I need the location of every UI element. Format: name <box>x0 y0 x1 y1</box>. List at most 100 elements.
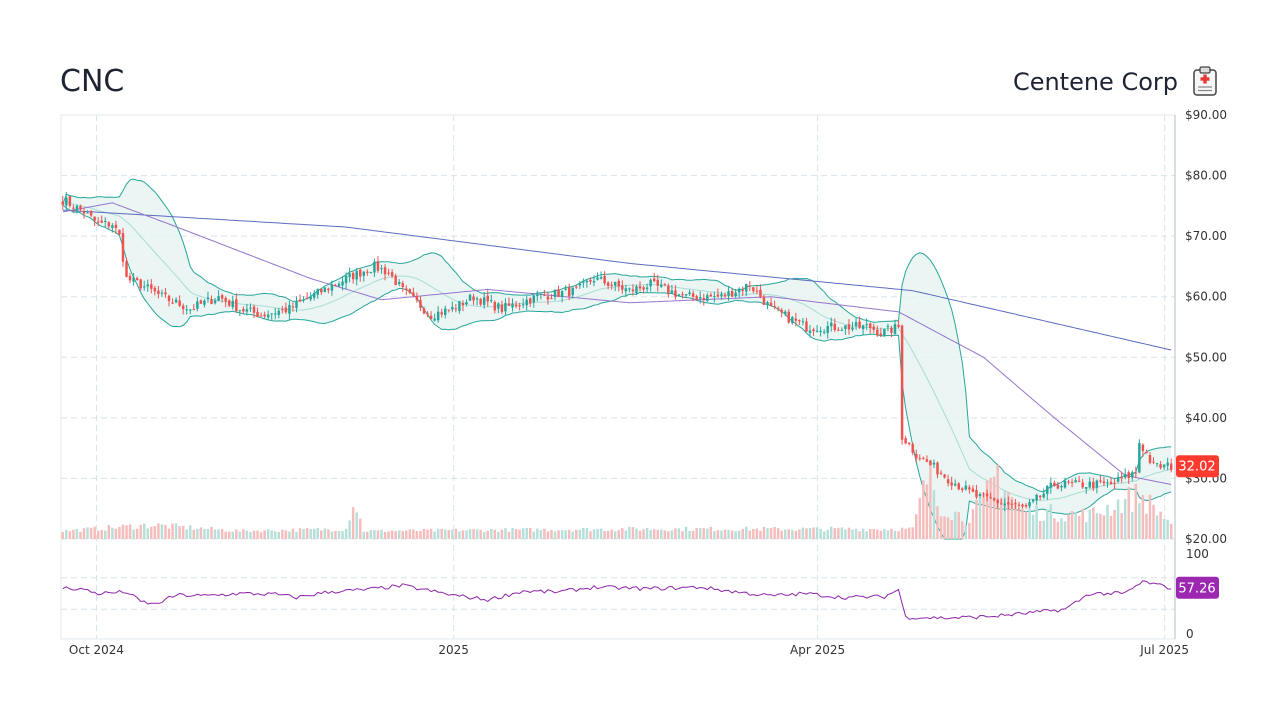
candle-body <box>543 294 546 296</box>
candle-body <box>553 289 557 297</box>
volume-bar <box>624 530 628 539</box>
volume-bar <box>327 529 330 539</box>
candle-body <box>330 284 334 291</box>
volume-bar <box>181 525 185 539</box>
volume-bar <box>220 529 224 539</box>
volume-bar <box>706 528 709 539</box>
volume-bar <box>727 529 730 539</box>
volume-bar <box>1102 515 1106 539</box>
candle-body <box>890 327 893 333</box>
volume-bar <box>482 532 486 539</box>
volume-bar <box>518 529 521 539</box>
candle-body <box>546 296 550 300</box>
candle-body <box>922 458 925 460</box>
candle-body <box>886 326 890 328</box>
volume-bar <box>274 531 277 539</box>
bollinger-fill <box>62 179 1172 539</box>
volume-bar <box>539 530 543 539</box>
candle-body <box>798 320 801 322</box>
volume-bar <box>741 528 744 539</box>
volume-bar <box>118 527 121 539</box>
volume-bar <box>1070 511 1074 539</box>
candle-body <box>929 460 932 466</box>
last-rsi-label: 57.26 <box>1178 581 1215 596</box>
candle-body <box>900 325 904 440</box>
volume-bar <box>472 529 475 539</box>
candle-body <box>943 474 946 478</box>
volume-bar <box>465 530 468 539</box>
candle-body <box>691 293 695 297</box>
candle-body <box>150 284 153 289</box>
volume-bar <box>111 527 114 539</box>
candle-body <box>1028 501 1031 507</box>
candle-body <box>1116 477 1120 482</box>
volume-bar <box>422 528 426 539</box>
volume-bar <box>454 528 458 539</box>
volume-bar <box>564 530 567 539</box>
candle-body <box>1074 480 1077 483</box>
candle-body <box>1077 480 1081 482</box>
volume-bar <box>578 529 582 539</box>
volume-bar <box>323 528 327 539</box>
candle-body <box>560 291 564 297</box>
volume-bar <box>486 530 489 539</box>
candle-body <box>383 267 387 275</box>
candle-body <box>65 197 68 206</box>
volume-bar <box>876 529 879 539</box>
volume-bar <box>702 528 706 539</box>
volume-bar <box>532 531 536 539</box>
candle-body <box>500 304 504 312</box>
candle-body <box>536 294 539 296</box>
candle-body <box>851 327 854 330</box>
volume-bar <box>309 528 312 539</box>
candle-body <box>1010 503 1014 505</box>
volume-bar <box>794 530 798 539</box>
volume-bar <box>606 530 610 539</box>
volume-bar <box>295 531 298 539</box>
volume-bar <box>688 530 691 539</box>
volume-bar <box>1109 515 1113 539</box>
date-tick-label: Oct 2024 <box>69 643 124 657</box>
candle-body <box>861 325 865 330</box>
candle-body <box>142 286 146 288</box>
candle-body <box>791 317 794 323</box>
volume-bar <box>164 525 167 539</box>
volume-bar <box>915 514 918 539</box>
candle-body <box>235 299 238 312</box>
candle-body <box>468 294 472 301</box>
volume-bar <box>1056 521 1060 539</box>
candle-body <box>415 296 419 301</box>
volume-bar <box>674 528 677 539</box>
volume-bar <box>780 530 783 539</box>
candle-body <box>826 325 829 333</box>
candle-body <box>288 304 291 314</box>
volume-bar <box>291 528 295 539</box>
volume-bar <box>971 509 975 539</box>
candle-body <box>242 308 245 312</box>
candle-body <box>497 303 500 309</box>
volume-bar <box>490 529 493 539</box>
candle-body <box>419 300 422 308</box>
volume-bar <box>1152 504 1155 539</box>
candle-body <box>380 268 383 270</box>
candle-body <box>585 280 589 283</box>
candle-body <box>146 284 150 287</box>
candle-body <box>1067 481 1070 483</box>
volume-bar <box>890 528 893 539</box>
volume-bar <box>599 528 603 539</box>
candle-body <box>808 330 812 333</box>
volume-bar <box>252 530 256 539</box>
candle-body <box>755 290 759 292</box>
volume-bar <box>968 522 971 539</box>
candle-body <box>1070 482 1074 484</box>
candle-body <box>107 222 111 227</box>
candle-body <box>621 285 624 290</box>
volume-bar <box>1053 518 1056 539</box>
candle-body <box>72 207 75 209</box>
volume-bar <box>475 529 479 539</box>
candle-body <box>256 311 259 318</box>
candle-body <box>628 288 631 290</box>
candle-body <box>975 490 978 498</box>
candle-body <box>660 284 663 287</box>
candle-body <box>1102 481 1106 484</box>
